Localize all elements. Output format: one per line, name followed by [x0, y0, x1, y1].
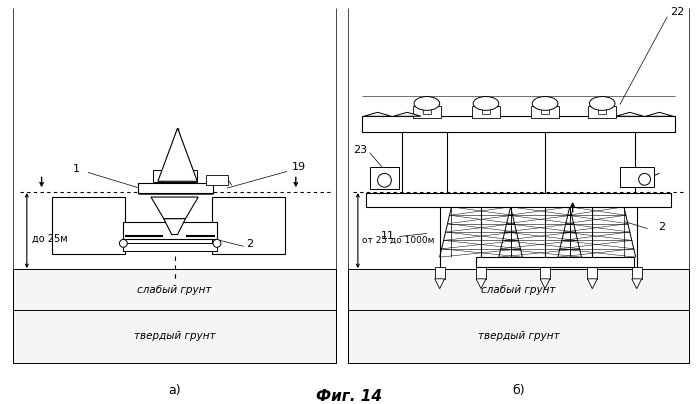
- Text: 1: 1: [73, 164, 80, 175]
- Polygon shape: [164, 219, 185, 234]
- Bar: [589, 106, 616, 118]
- Bar: [13, 269, 336, 362]
- Polygon shape: [587, 279, 597, 289]
- Polygon shape: [540, 279, 550, 289]
- Bar: [620, 168, 654, 187]
- Bar: [52, 197, 125, 254]
- Bar: [587, 267, 597, 279]
- Text: 23: 23: [353, 145, 367, 155]
- Text: до 25м: до 25м: [31, 234, 67, 244]
- Bar: [362, 116, 675, 132]
- Bar: [541, 101, 549, 114]
- Bar: [423, 101, 431, 114]
- Text: слабый грунт: слабый грунт: [138, 285, 212, 295]
- Polygon shape: [363, 112, 391, 116]
- Bar: [348, 269, 689, 362]
- Text: 11: 11: [380, 231, 394, 242]
- Ellipse shape: [473, 97, 499, 110]
- Bar: [366, 193, 671, 207]
- Bar: [206, 175, 228, 185]
- Bar: [482, 101, 490, 114]
- Text: 2: 2: [658, 222, 665, 231]
- Bar: [632, 267, 642, 279]
- Text: а): а): [168, 384, 181, 397]
- Bar: [476, 267, 486, 279]
- Text: 2: 2: [246, 239, 253, 249]
- Circle shape: [377, 173, 391, 187]
- Circle shape: [213, 240, 221, 247]
- Text: твердый грунт: твердый грунт: [134, 331, 215, 341]
- Bar: [138, 183, 213, 193]
- Polygon shape: [151, 197, 199, 219]
- Bar: [472, 106, 500, 118]
- Polygon shape: [158, 128, 197, 181]
- Text: твердый грунт: твердый грунт: [477, 331, 559, 341]
- Ellipse shape: [532, 97, 558, 110]
- Text: 19: 19: [291, 162, 306, 173]
- Polygon shape: [646, 112, 673, 116]
- Circle shape: [120, 240, 127, 247]
- Bar: [124, 243, 217, 251]
- Polygon shape: [394, 112, 421, 116]
- Ellipse shape: [414, 97, 440, 110]
- Polygon shape: [435, 279, 445, 289]
- Polygon shape: [632, 279, 642, 289]
- Bar: [370, 168, 399, 189]
- Polygon shape: [616, 112, 644, 116]
- Circle shape: [639, 173, 651, 185]
- Text: Фиг. 14: Фиг. 14: [316, 389, 382, 404]
- Text: слабый грунт: слабый грунт: [482, 285, 556, 295]
- Bar: [540, 267, 550, 279]
- Bar: [124, 222, 217, 240]
- Bar: [476, 257, 634, 267]
- Text: от 25 до 1000м: от 25 до 1000м: [362, 236, 434, 245]
- Text: 22: 22: [670, 7, 684, 17]
- Bar: [531, 106, 559, 118]
- Polygon shape: [476, 279, 486, 289]
- Bar: [212, 197, 285, 254]
- Bar: [598, 101, 606, 114]
- Text: б): б): [512, 384, 525, 397]
- Bar: [435, 267, 445, 279]
- Ellipse shape: [589, 97, 615, 110]
- Bar: [413, 106, 440, 118]
- Bar: [153, 170, 197, 182]
